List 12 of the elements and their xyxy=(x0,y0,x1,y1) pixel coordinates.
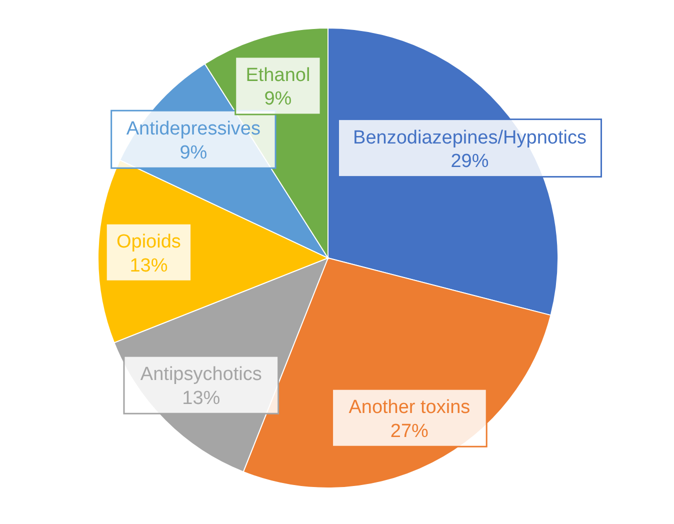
data-label: 13% xyxy=(182,388,220,409)
data-label: 27% xyxy=(390,420,429,442)
slice-label: Benzodiazepines/Hypnotics xyxy=(353,127,586,148)
slice-label: Antidepressives xyxy=(126,118,260,140)
slice-label: Ethanol xyxy=(246,64,310,86)
data-label: 29% xyxy=(450,151,489,172)
slice-label: Another toxins xyxy=(348,397,470,418)
data-label: 13% xyxy=(130,255,168,276)
data-label: 9% xyxy=(264,88,292,110)
data-label: 9% xyxy=(180,142,208,164)
slice-label: Opioids xyxy=(116,232,181,253)
slice-label: Antipsychotics xyxy=(140,364,262,386)
